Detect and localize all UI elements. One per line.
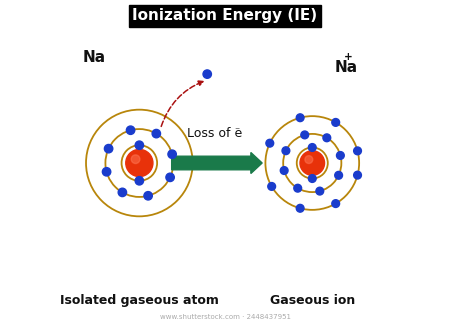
Circle shape (308, 144, 316, 151)
Circle shape (144, 192, 153, 200)
Circle shape (104, 144, 113, 153)
Circle shape (118, 188, 126, 197)
Text: www.shutterstock.com · 2448437951: www.shutterstock.com · 2448437951 (159, 314, 291, 320)
Circle shape (332, 200, 340, 207)
Circle shape (280, 167, 288, 174)
Circle shape (296, 204, 304, 212)
Text: +: + (344, 52, 353, 62)
Circle shape (152, 129, 161, 138)
Circle shape (135, 141, 144, 149)
Circle shape (308, 175, 316, 182)
Text: Loss of e: Loss of e (187, 127, 242, 140)
Circle shape (316, 187, 324, 195)
Circle shape (305, 156, 313, 164)
Circle shape (354, 147, 361, 155)
Circle shape (335, 171, 342, 179)
Circle shape (300, 151, 324, 175)
FancyArrow shape (171, 153, 262, 173)
Circle shape (294, 184, 302, 192)
Circle shape (354, 171, 361, 179)
Circle shape (266, 139, 274, 147)
Circle shape (126, 126, 135, 134)
Text: Isolated gaseous atom: Isolated gaseous atom (60, 294, 219, 307)
Text: Ionization Energy (IE): Ionization Energy (IE) (132, 8, 318, 23)
Text: Gaseous ion: Gaseous ion (270, 294, 355, 307)
Circle shape (135, 177, 144, 185)
Circle shape (131, 155, 140, 164)
Circle shape (102, 168, 111, 176)
Circle shape (126, 149, 153, 177)
Circle shape (166, 173, 174, 182)
Circle shape (282, 147, 290, 155)
Circle shape (332, 119, 340, 126)
Circle shape (268, 183, 275, 190)
Text: Na: Na (82, 51, 105, 66)
Text: Na: Na (334, 60, 357, 75)
Circle shape (168, 150, 176, 158)
Circle shape (323, 134, 331, 142)
Circle shape (301, 131, 309, 139)
Text: ⁻: ⁻ (235, 126, 240, 137)
Circle shape (203, 70, 212, 78)
Circle shape (337, 152, 344, 159)
Circle shape (296, 114, 304, 122)
